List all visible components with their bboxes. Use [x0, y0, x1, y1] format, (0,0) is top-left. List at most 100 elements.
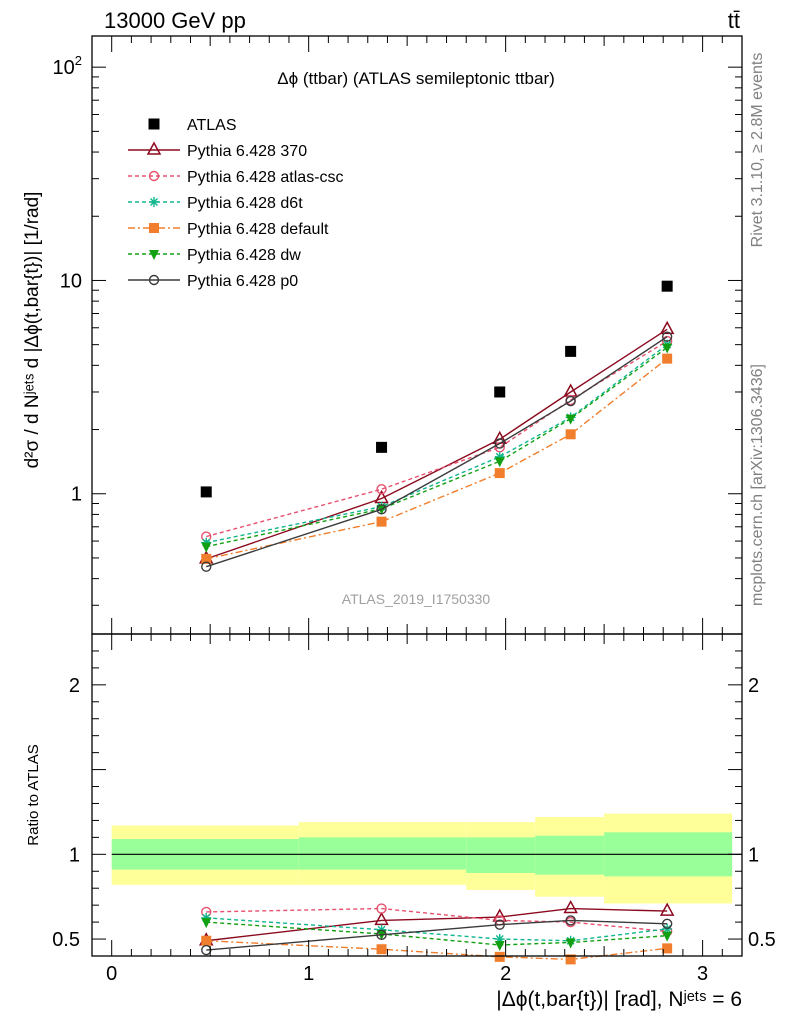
ratio-dw-point-3	[565, 938, 576, 949]
ratio-dw-point-0	[201, 918, 212, 929]
inner-band-2	[466, 837, 536, 873]
ratio-p0-point-4	[661, 918, 673, 929]
legend-item-default: Pythia 6.428 default	[128, 221, 329, 238]
main-atlascsc-line	[206, 340, 668, 538]
ratio-y-axis-label: Ratio to ATLAS	[25, 744, 42, 845]
x-tick-label: 3	[697, 963, 708, 985]
main-axes: 1 10 102	[53, 35, 743, 635]
main-default-point-4	[662, 353, 673, 364]
legend-label-d6t: Pythia 6.428 d6t	[187, 195, 303, 212]
main-dw-point-2	[494, 457, 505, 468]
main-p0-point-1	[376, 504, 387, 515]
legend-marker-d6t	[149, 197, 159, 207]
legend-label-atlascsc: Pythia 6.428 atlas-csc	[187, 169, 344, 186]
x-tick-label: 0	[106, 963, 117, 985]
ratio-y-tick-label: 2	[69, 675, 80, 697]
main-plot: Δϕ (ttbar) (ATLAS semileptonic ttbar) AT…	[22, 35, 743, 635]
main-default-point-3	[565, 429, 576, 440]
legend-label-dw: Pythia 6.428 dw	[187, 247, 301, 264]
main-y-tick-label: 102	[53, 53, 82, 79]
x-tick-label: 2	[500, 963, 511, 985]
ratio-atlascsc-line	[206, 907, 668, 933]
ratio-default-point-1	[376, 944, 387, 955]
main-p370-line	[206, 328, 668, 560]
main-dw-line	[206, 346, 668, 548]
main-data-point-4	[661, 280, 673, 292]
ratio-default-point-3	[565, 954, 576, 965]
main-y-tick-label: 10	[60, 270, 82, 292]
legend-marker-data	[148, 118, 160, 130]
legend-marker-default	[149, 223, 159, 233]
main-dw-point-0	[201, 542, 212, 553]
main-p0-point-0	[201, 561, 212, 572]
main-dw-point-4	[662, 343, 673, 354]
rivet-label: Rivet 3.1.10, ≥ 2.8M events	[749, 53, 766, 248]
legend-label-p370: Pythia 6.428 370	[187, 143, 307, 160]
main-p0-line	[206, 336, 668, 568]
main-y-tick-label: 1	[71, 484, 82, 506]
main-p370-point-4	[659, 320, 675, 335]
main-atlascsc-point-1	[376, 484, 387, 495]
x-axis-label: |Δϕ(t,bar{t})| [rad], Nʲᵉᵗˢ = 6	[496, 988, 742, 1011]
main-y-axis-label: d²σ / d Nʲᵉᵗˢ d |Δϕ(t,bar{t})| [1/rad]	[22, 192, 43, 469]
legend-item-dw: Pythia 6.428 dw	[128, 247, 301, 264]
main-marks	[198, 280, 675, 572]
main-data-point-3	[565, 345, 577, 357]
ratio-p370-line	[206, 907, 668, 942]
ratio-y-tick-label: 1	[69, 844, 80, 866]
legend-marker-atlascsc	[148, 170, 160, 182]
ratio-default-point-4	[662, 943, 673, 954]
x-tick-label: 1	[303, 963, 314, 985]
ratio-atlascsc-point-1	[376, 903, 387, 914]
ratio-p0-point-2	[494, 919, 505, 930]
mcplots-label: mcplots.cern.ch [arXiv:1306.3436]	[749, 364, 766, 606]
main-p0-point-2	[494, 438, 505, 449]
main-default-point-0	[201, 553, 212, 564]
main-data-point-0	[200, 486, 212, 498]
ratio-p0-line	[206, 919, 668, 951]
legend-marker-dw	[149, 250, 159, 260]
ratio-dw-point-2	[494, 940, 505, 951]
ratio-default-point-0	[201, 935, 212, 946]
ratio-y-tick-label-right: 0.5	[748, 929, 776, 951]
ratio-marks	[198, 899, 675, 965]
ratio-y-tick-label-right: 1	[748, 844, 759, 866]
ratio-p370-point-4	[659, 902, 675, 916]
main-plot-title: Δϕ (ttbar) (ATLAS semileptonic ttbar)	[277, 69, 555, 88]
main-data-point-1	[376, 441, 388, 453]
main-d6t-line	[206, 344, 668, 544]
ratio-p0-point-1	[376, 929, 387, 941]
ratio-p370-point-1	[374, 911, 389, 926]
ratio-plot: 0.5 0.5 1 1 2 2 0 1 2 3 Ratio to ATLAS |Δϕ(t,bar{…	[25, 633, 776, 1011]
legend-label-data: ATLAS	[187, 117, 237, 134]
main-data-point-2	[494, 386, 506, 398]
inner-band-3	[535, 835, 605, 875]
legend-item-atlascsc: Pythia 6.428 atlas-csc	[128, 169, 344, 186]
legend-item-p0: Pythia 6.428 p0	[128, 273, 298, 290]
main-p0-point-3	[565, 395, 576, 407]
legend-label-p0: Pythia 6.428 p0	[187, 273, 298, 290]
legend-marker-p0	[148, 274, 160, 286]
ratio-y-tick-label-right: 2	[748, 675, 759, 697]
process-label: tt̄	[728, 8, 740, 33]
legend-marker-p370	[146, 141, 162, 155]
ratio-p370-point-3	[563, 899, 578, 914]
ratio-default-point-2	[494, 951, 505, 962]
ratio-frame	[91, 633, 743, 957]
legend-item-d6t: Pythia 6.428 d6t	[128, 195, 303, 212]
analysis-label: ATLAS_2019_I1750330	[342, 591, 491, 607]
legend: ATLAS Pythia 6.428 370 Pythia 6.428 atlas-…	[128, 117, 344, 290]
ratio-dw-point-4	[662, 931, 673, 942]
ratio-p0-point-0	[201, 944, 212, 956]
main-dw-point-3	[565, 414, 576, 425]
legend-item-p370: Pythia 6.428 370	[128, 141, 307, 160]
energy-label: 13000 GeV pp	[104, 8, 246, 33]
ratio-uncertainty-bands	[111, 813, 742, 904]
ratio-dw-line	[206, 921, 668, 946]
main-default-point-1	[376, 516, 387, 527]
main-default-point-2	[494, 468, 505, 479]
inner-band-1	[298, 837, 467, 870]
ratio-p0-point-3	[565, 915, 576, 926]
legend-label-default: Pythia 6.428 default	[187, 221, 329, 238]
